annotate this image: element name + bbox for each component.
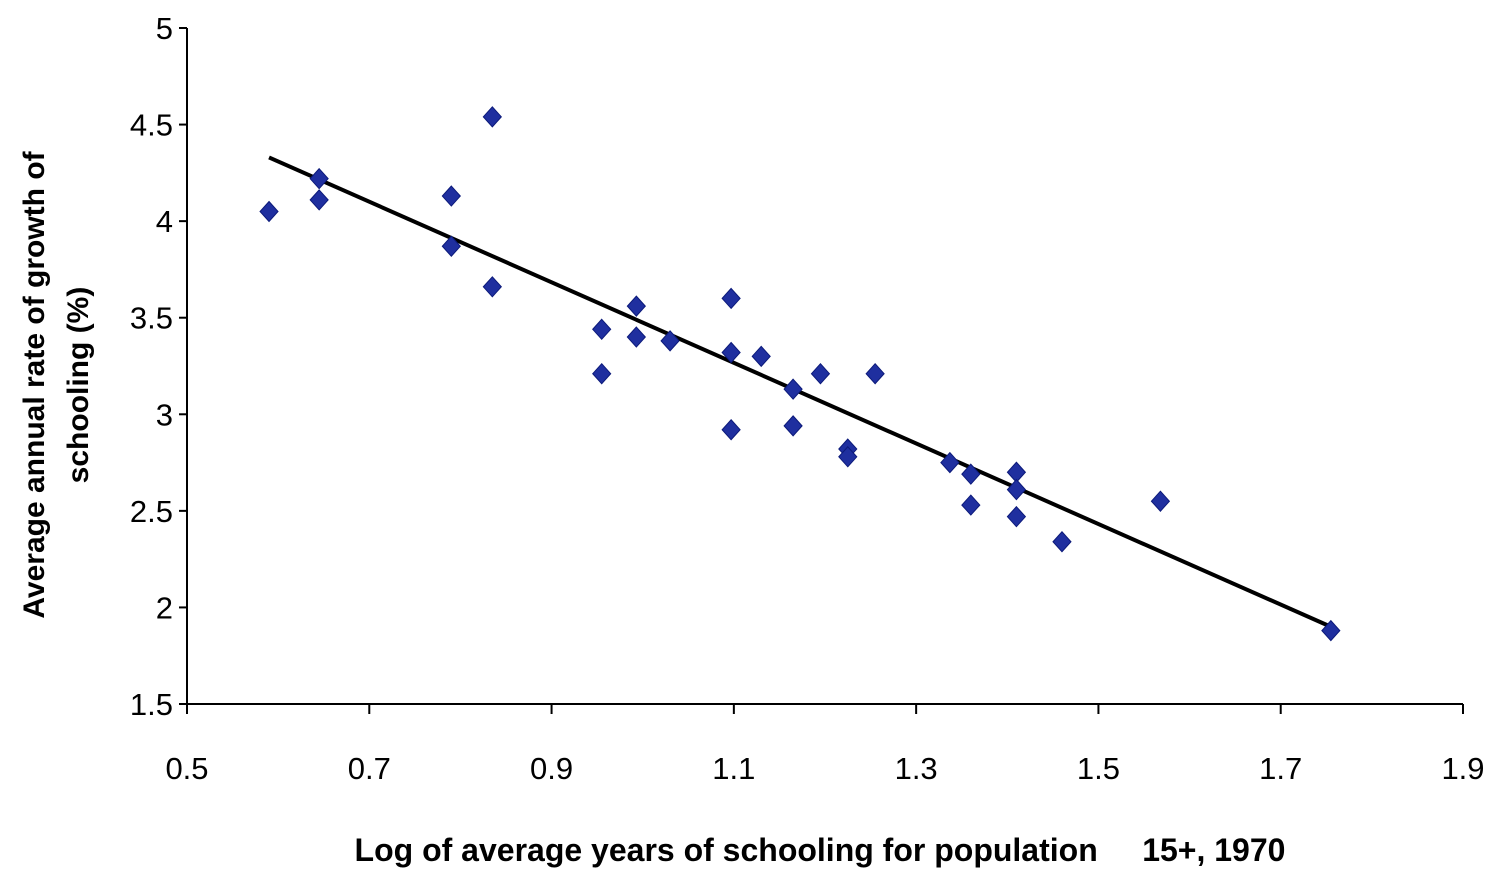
data-point-diamond xyxy=(1052,531,1072,553)
y-tick-label: 4.5 xyxy=(130,108,173,143)
data-point-diamond xyxy=(482,276,503,298)
data-point-diamond xyxy=(721,341,741,364)
data-point-diamond xyxy=(482,106,503,128)
y-tick-label: 1.5 xyxy=(130,687,173,722)
data-point-diamond xyxy=(592,318,612,341)
x-tick-label: 0.9 xyxy=(530,751,573,786)
data-point-diamond xyxy=(441,185,461,207)
data-point-diamond xyxy=(309,189,329,211)
axes xyxy=(186,28,1463,705)
y-tick-label: 3 xyxy=(156,397,173,432)
x-tick-label: 1.1 xyxy=(712,751,755,786)
y-axis-title-line-1: Average annual rate of growth of xyxy=(18,150,51,618)
data-point-diamond xyxy=(1006,478,1027,501)
y-tick-label: 5 xyxy=(156,11,173,46)
data-point-diamond xyxy=(259,200,279,223)
data-point-diamond xyxy=(660,330,680,352)
data-point-diamond xyxy=(1006,505,1027,528)
data-point-diamond xyxy=(1150,490,1171,512)
y-tick-label: 2.5 xyxy=(130,494,173,529)
data-point-diamond xyxy=(441,235,461,257)
data-point-diamond xyxy=(783,415,803,437)
x-tick-label: 1.5 xyxy=(1077,751,1120,786)
data-point-diamond xyxy=(961,463,981,485)
x-tick-label: 1.7 xyxy=(1259,751,1302,786)
data-point-diamond xyxy=(838,446,858,468)
data-point-diamond xyxy=(721,287,741,310)
data-point-diamond xyxy=(810,362,831,385)
y-tick-label: 4 xyxy=(156,204,173,239)
data-point-diamond xyxy=(961,494,981,516)
x-tick-label: 1.3 xyxy=(895,751,938,786)
data-point-diamond xyxy=(626,295,647,317)
data-point-diamond xyxy=(751,345,771,368)
data-points xyxy=(259,106,1341,642)
data-point-diamond xyxy=(626,326,647,348)
x-tick-label: 0.7 xyxy=(348,751,391,786)
x-axis-title: Log of average years of schooling for po… xyxy=(355,832,1286,868)
data-point-diamond xyxy=(721,418,741,441)
y-tick-label: 2 xyxy=(156,590,173,625)
x-tick-label: 0.5 xyxy=(165,751,208,786)
y-ticks: 1.5 2 2.5 3 3.5 4 4.5 5 xyxy=(130,11,187,722)
x-ticks: 0.5 0.7 0.9 1.1 1.3 1.5 1.7 1.9 xyxy=(165,704,1485,786)
data-point-diamond xyxy=(1321,619,1341,642)
data-point-diamond xyxy=(865,362,885,385)
y-axis-title-line-2: schooling (%) xyxy=(62,287,95,484)
data-point-diamond xyxy=(940,451,960,474)
data-point-diamond xyxy=(783,378,803,400)
y-tick-label: 3.5 xyxy=(130,301,173,336)
x-tick-label: 1.9 xyxy=(1441,751,1484,786)
data-point-diamond xyxy=(309,167,329,190)
data-point-diamond xyxy=(592,362,612,385)
y-axis-title: Average annual rate of growth of schoolin… xyxy=(18,150,95,618)
